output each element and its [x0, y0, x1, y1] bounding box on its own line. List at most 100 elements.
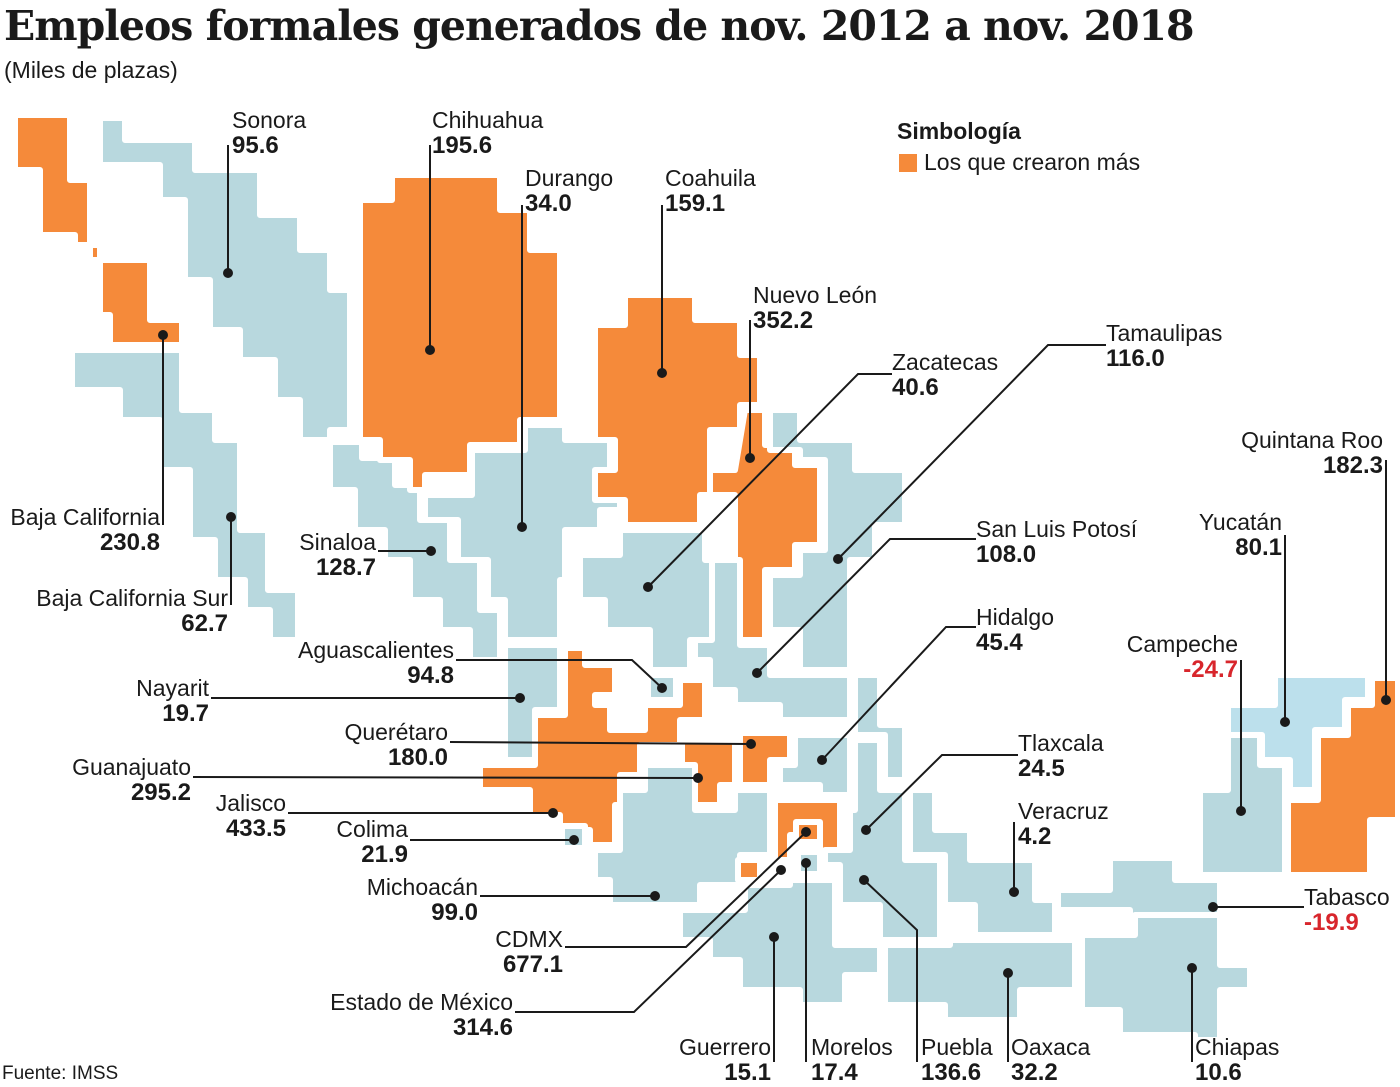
marker-durango: [517, 522, 527, 532]
marker-zacatecas: [643, 582, 653, 592]
marker-san-luis-potosi: [752, 668, 762, 678]
marker-aguascalientes: [657, 683, 667, 693]
leader-aguascalientes: [456, 659, 663, 689]
marker-michoacan: [650, 891, 660, 901]
state-name: Chihuahua: [432, 107, 544, 133]
state-name: Campeche: [1126, 631, 1238, 657]
label-hidalgo: Hidalgo 45.4: [976, 605, 1054, 656]
marker-jalisco: [548, 808, 558, 818]
leader-puebla: [863, 879, 918, 1062]
state-value: 21.9: [361, 841, 408, 868]
label-jalisco: Jalisco 433.5: [216, 791, 286, 842]
label-sinaloa: Sinaloa 128.7: [299, 530, 376, 581]
state-name: Nuevo León: [753, 282, 878, 308]
state-value: 116.0: [1106, 345, 1165, 372]
leader-guanajuato: [192, 776, 699, 779]
map-subtitle: (Miles de plazas): [4, 57, 178, 83]
label-guanajuato: Guanajuato 295.2: [72, 755, 191, 806]
marker-sinaloa: [426, 546, 436, 556]
label-estado-de-mexico: Estado de México 314.6: [330, 989, 513, 1041]
label-veracruz: Veracruz 4.2: [1018, 798, 1109, 850]
state-value: 352.2: [753, 307, 814, 334]
state-baja-california-sur: [69, 347, 301, 643]
source-note: Fuente: IMSS: [2, 1063, 119, 1084]
state-name: Aguascalientes: [298, 637, 454, 663]
state-value: 99.0: [431, 899, 478, 926]
marker-chiapas: [1187, 963, 1197, 973]
label-michoacan: Michoacán 99.0: [367, 875, 478, 926]
state-oaxaca: [882, 937, 1078, 1023]
state-value: 159.1: [665, 190, 726, 217]
state-value: 95.6: [232, 132, 279, 159]
label-baja-california: Baja California 230.8: [10, 504, 160, 556]
marker-yucatan: [1280, 717, 1290, 727]
state-value: 62.7: [181, 610, 228, 637]
state-coahuila: [592, 292, 763, 528]
state-value: 433.5: [225, 815, 286, 842]
state-nayarit: [502, 642, 563, 763]
state-name: Tabasco: [1304, 884, 1390, 910]
label-zacatecas: Zacatecas 40.6: [892, 350, 998, 401]
label-colima: Colima 21.9: [336, 817, 408, 868]
label-san-luis-potosi: San Luis Potosí 108.0: [976, 517, 1137, 568]
marker-tlaxcala: [861, 825, 871, 835]
state-jalisco: [477, 645, 708, 848]
label-oaxaca: Oaxaca 32.2: [1011, 1034, 1091, 1086]
marker-tamaulipas: [833, 554, 843, 564]
marker-nayarit: [515, 693, 525, 703]
state-name: Estado de México: [330, 989, 513, 1015]
state-name: Oaxaca: [1011, 1034, 1091, 1060]
state-value: 15.1: [724, 1059, 771, 1086]
label-queretaro: Querétaro 180.0: [344, 720, 448, 771]
state-name: Tlaxcala: [1018, 730, 1104, 756]
state-value: 34.0: [525, 190, 572, 217]
marker-queretaro: [746, 739, 756, 749]
label-tabasco: Tabasco -19.9: [1304, 884, 1390, 936]
state-value: 4.2: [1018, 823, 1052, 850]
legend-label: Los que crearon más: [924, 149, 1141, 175]
state-name: Quintana Roo: [1241, 427, 1383, 453]
state-name: Baja California Sur: [36, 585, 228, 611]
label-morelos: Morelos 17.4: [811, 1035, 893, 1086]
state-yucatan: [1225, 672, 1371, 793]
label-nayarit: Nayarit 19.7: [136, 675, 209, 727]
state-value: 195.6: [432, 132, 493, 159]
state-name: Veracruz: [1018, 798, 1109, 824]
state-name: Puebla: [921, 1034, 993, 1060]
state-durango: [422, 422, 623, 643]
state-value: 94.8: [407, 662, 454, 689]
marker-colima: [569, 835, 579, 845]
state-name: Baja California: [10, 504, 160, 530]
marker-guanajuato: [693, 773, 703, 783]
state-name: Sonora: [232, 107, 307, 133]
state-name: Nayarit: [136, 675, 209, 701]
label-quintana-roo: Quintana Roo 182.3: [1241, 427, 1383, 479]
leader-cdmx: [565, 831, 807, 948]
state-baja-california: [12, 112, 185, 348]
leader-tlaxcala: [865, 754, 1018, 831]
state-value: 17.4: [811, 1059, 858, 1086]
state-name: Yucatán: [1198, 509, 1282, 535]
marker-cdmx: [801, 827, 811, 837]
state-name: Coahuila: [665, 165, 756, 191]
legend-swatch: [899, 154, 917, 172]
state-tamaulipas: [767, 407, 908, 673]
label-baja-california-sur: Baja California Sur 62.7: [36, 585, 228, 637]
marker-chihuahua: [425, 345, 435, 355]
state-name: CDMX: [495, 926, 563, 952]
leader-queretaro: [449, 741, 752, 745]
state-chiapas: [1079, 912, 1253, 1043]
label-durango: Durango 34.0: [525, 166, 613, 217]
state-puebla: [822, 737, 943, 943]
leader-zacatecas: [647, 373, 892, 588]
leader-tamaulipas: [837, 344, 1106, 560]
state-value: 108.0: [976, 541, 1037, 568]
state-value: 10.6: [1195, 1059, 1242, 1086]
marker-morelos: [801, 858, 811, 868]
label-tamaulipas: Tamaulipas 116.0: [1106, 320, 1223, 372]
state-value: -19.9: [1304, 909, 1359, 936]
state-value: 295.2: [130, 779, 191, 806]
state-name: Tamaulipas: [1106, 320, 1223, 346]
state-shapes: [12, 112, 1400, 1043]
